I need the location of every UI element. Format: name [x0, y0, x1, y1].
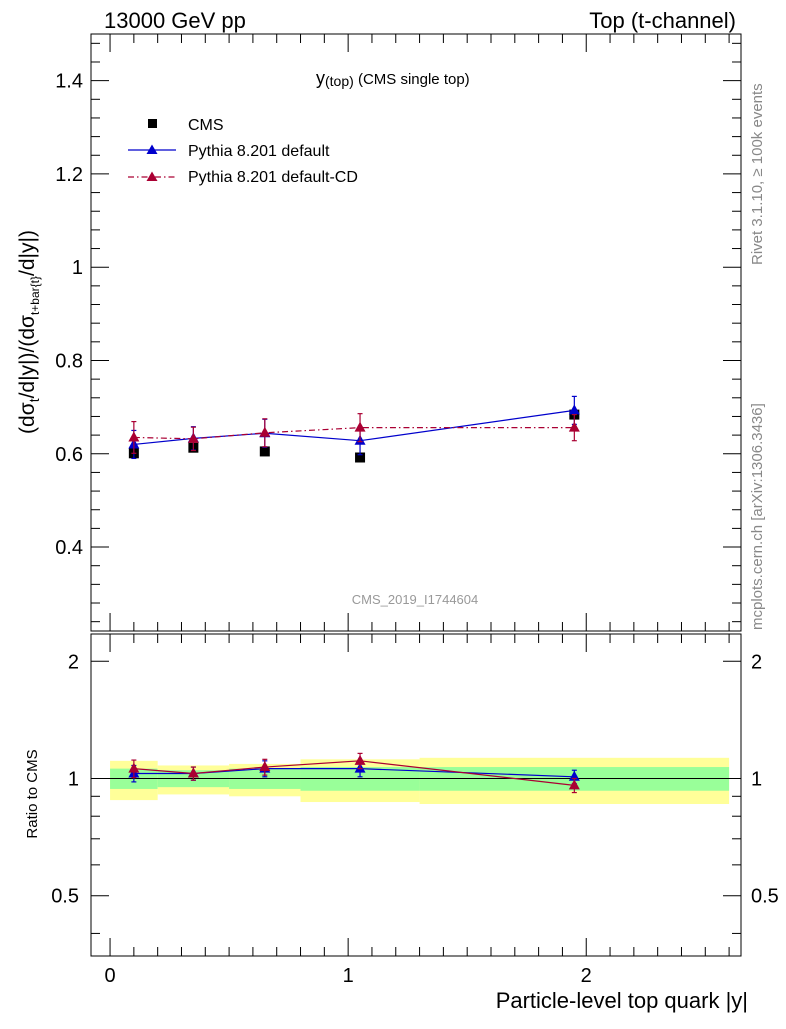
watermark: CMS_2019_I1744604 [352, 592, 479, 607]
main-ylabel-a-sub: t [26, 398, 42, 402]
ratio-pythia-cd-point [128, 762, 140, 773]
main-ticks: 0.4 0.6 0.8 1 1.2 1.4 [55, 34, 741, 631]
main-ytick-label: 1.4 [55, 71, 83, 93]
main-marks [128, 395, 580, 463]
main-ytick-label: 0.8 [55, 350, 83, 372]
ratio-ylabel: Ratio to CMS [24, 749, 41, 838]
main-ytick-label: 0.4 [55, 537, 83, 559]
ratio-ytick-label: 2 [68, 651, 79, 673]
ratio-ytick-label: 0.5 [51, 886, 79, 908]
main-ylabel-a: (dσ [16, 402, 39, 434]
pythia-default-point [568, 404, 580, 415]
main-ytick-label: 0.6 [55, 444, 83, 466]
xlabel: Particle-level top quark |y| [496, 988, 748, 1013]
ratio-pythia-cd-point [187, 767, 199, 778]
main-title-sub: (top) [325, 73, 354, 89]
pythia-cd-line [133, 427, 575, 440]
ratio-marks [128, 752, 580, 794]
legend-label-cd: Pythia 8.201 default-CD [188, 169, 358, 186]
pythia-cd-point [354, 421, 366, 432]
cms-point [355, 452, 366, 463]
ratio-ticks: 0 1 2 0.5 0.5 1 1 2 2 [51, 634, 779, 987]
ratio-ytick-label-right: 0.5 [751, 886, 779, 908]
side-label-mcplots: mcplots.cern.ch [arXiv:1306.3436] [749, 403, 766, 630]
pythia-cd-point [568, 421, 580, 432]
main-title-main: y [316, 68, 325, 88]
ratio-pythia-cd-point [259, 761, 271, 772]
ratio-ytick-label: 1 [68, 768, 79, 790]
ratio-pythia-default-point [568, 770, 580, 781]
main-ytick-label: 1 [72, 257, 83, 279]
main-title: y(top) (CMS single top) [316, 68, 470, 89]
pythia-cd-point [128, 431, 140, 442]
legend: CMS Pythia 8.201 default Pythia 8.201 de… [128, 117, 358, 186]
legend-marker-cd [146, 171, 158, 181]
header-right: Top (t-channel) [589, 8, 736, 33]
main-title-rest: (CMS single top) [354, 71, 470, 88]
ratio-ytick-label-right: 2 [751, 651, 762, 673]
main-ytick-label: 1.2 [55, 164, 83, 186]
header-left: 13000 GeV pp [104, 8, 246, 33]
ratio-pythia-cd-point [568, 779, 580, 790]
ratio-ytick-label-right: 1 [751, 768, 762, 790]
legend-label-default: Pythia 8.201 default [188, 143, 330, 160]
legend-label-cms: CMS [188, 117, 224, 134]
main-ylabel-c: /d|y|) [16, 230, 39, 276]
xtick-label: 1 [343, 965, 354, 987]
legend-marker-default [146, 144, 158, 154]
xtick-label: 0 [104, 965, 115, 987]
ratio-pythia-cd-point [354, 754, 366, 765]
main-ylabel-b-sub: t+bar{t} [28, 276, 42, 315]
ratio-bands [110, 757, 730, 804]
main-ylabel-b: /d|y|)/(dσ [16, 315, 39, 398]
main-ylabel: (dσt/d|y|)/(dσt+bar{t}/d|y|) [16, 230, 42, 434]
main-panel-frame [90, 33, 742, 632]
pythia-cd-point [259, 426, 271, 437]
cms-point [259, 446, 270, 457]
xtick-label: 2 [581, 965, 592, 987]
ratio-panel-frame [90, 633, 742, 957]
pythia-cd-point [187, 432, 199, 443]
side-label-rivet: Rivet 3.1.10, ≥ 100k events [749, 83, 766, 265]
legend-marker-cms [148, 119, 157, 128]
